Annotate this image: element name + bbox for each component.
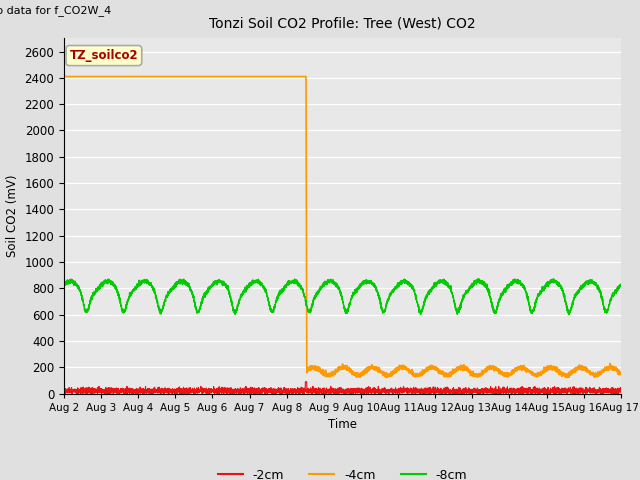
-4cm [161, 73, 169, 79]
-2cm [422, 390, 430, 396]
-2cm [61, 391, 68, 396]
Title: Tonzi Soil CO2 Profile: Tree (West) CO2: Tonzi Soil CO2 Profile: Tree (West) CO2 [209, 16, 476, 30]
-2cm [273, 389, 281, 395]
-8cm [161, 297, 169, 303]
-8cm [617, 281, 625, 287]
-8cm [60, 280, 68, 286]
-2cm [617, 384, 625, 390]
-8cm [273, 298, 280, 304]
-2cm [518, 387, 526, 393]
-4cm [518, 365, 525, 371]
-2cm [60, 385, 68, 391]
Y-axis label: Soil CO2 (mV): Soil CO2 (mV) [6, 175, 19, 257]
-8cm [422, 296, 430, 301]
-4cm [617, 372, 625, 377]
-2cm [301, 379, 309, 384]
Line: -2cm: -2cm [64, 382, 621, 394]
Line: -8cm: -8cm [64, 279, 621, 315]
-4cm [394, 368, 402, 373]
-8cm [394, 280, 402, 286]
Text: No data for f_CO2W_4: No data for f_CO2W_4 [0, 5, 111, 16]
X-axis label: Time: Time [328, 418, 357, 431]
-4cm [273, 73, 280, 79]
-8cm [476, 279, 483, 285]
-2cm [161, 389, 169, 395]
-4cm [60, 73, 68, 79]
Line: -4cm: -4cm [64, 76, 621, 378]
Legend: -2cm, -4cm, -8cm: -2cm, -4cm, -8cm [212, 464, 472, 480]
Text: TZ_soilco2: TZ_soilco2 [70, 49, 138, 62]
-2cm [394, 388, 402, 394]
-4cm [476, 372, 483, 377]
-4cm [422, 367, 430, 373]
-8cm [518, 282, 525, 288]
-2cm [476, 387, 483, 393]
-8cm [565, 312, 573, 318]
-4cm [382, 375, 390, 381]
-8cm [475, 276, 483, 282]
